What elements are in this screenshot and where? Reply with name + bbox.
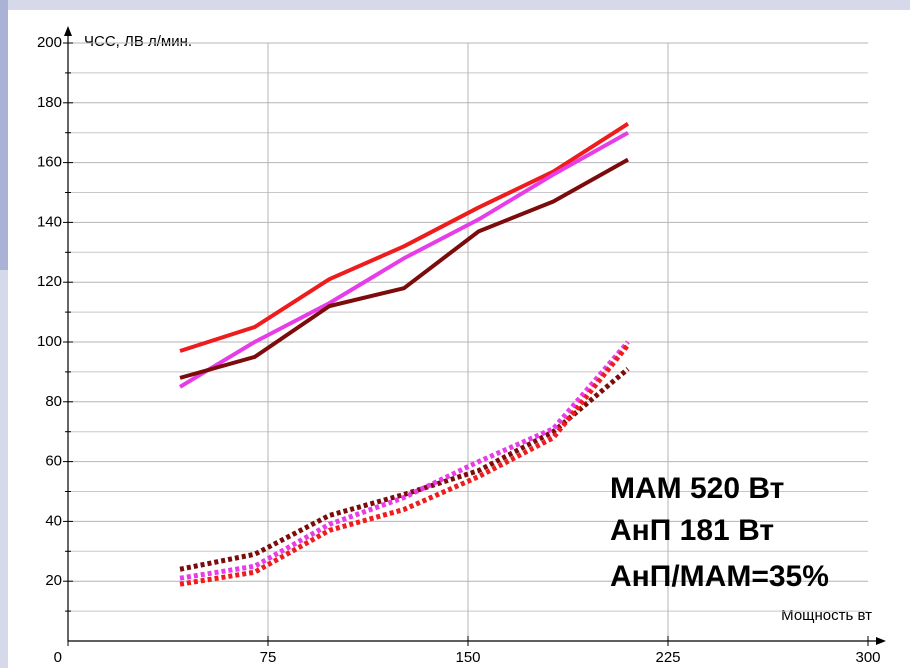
series-line [178,130,629,389]
series-line [179,157,629,380]
annotation: МАМ 520 Вт [610,472,784,505]
frame-strip [0,0,8,270]
series-line [179,340,630,581]
y-tick-label: 20 [45,572,62,589]
y-tick-label: 180 [37,94,62,111]
series-line [179,366,630,572]
y-axis-arrow [64,26,72,36]
x-tick-label: 75 [260,649,277,666]
x-tick-label: 150 [455,649,480,666]
y-tick-label: 160 [37,154,62,171]
y-tick-label: 100 [37,333,62,350]
annotation: АнП 181 Вт [610,514,774,547]
x-axis-label: Мощность вт [781,607,872,624]
plot-background [8,10,910,668]
x-axis-arrow [876,637,886,645]
y-tick-label: 200 [37,34,62,51]
series-line [179,343,630,587]
x-tick-label: 0 [54,649,62,666]
series-line [179,122,630,353]
x-tick-label: 300 [855,649,880,666]
y-tick-label: 80 [45,393,62,410]
y-tick-label: 60 [45,453,62,470]
x-tick-label: 225 [655,649,680,666]
y-tick-label: 40 [45,512,62,529]
y-tick-label: 140 [37,213,62,230]
annotation: АнП/МАМ=35% [610,560,829,593]
y-tick-label: 120 [37,273,62,290]
y-axis-label: ЧСС, ЛВ л/мин. [84,33,192,50]
